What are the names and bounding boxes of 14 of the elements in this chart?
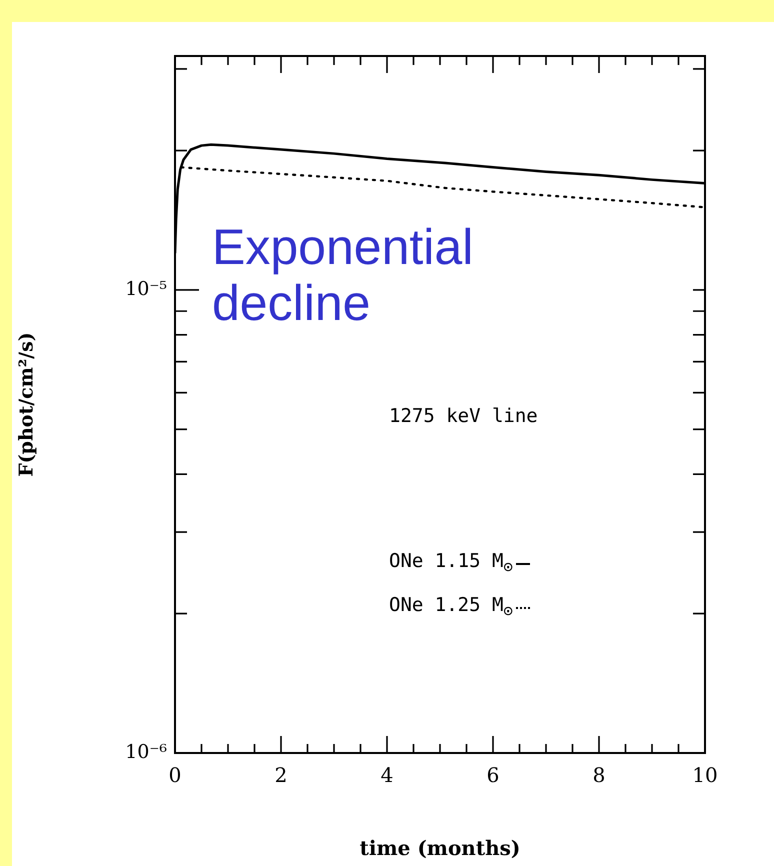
y-tick-label: 10⁻⁶ xyxy=(125,740,168,763)
x-tick-label: 0 xyxy=(168,763,182,788)
x-tick-label: 2 xyxy=(274,763,288,788)
x-tick-label: 10 xyxy=(692,763,718,788)
y-axis-title: F(phot/cm²/s) xyxy=(15,332,38,477)
x-tick-label: 6 xyxy=(486,763,500,788)
annotation: Exponential decline xyxy=(212,219,474,331)
x-tick-label: 8 xyxy=(592,763,606,788)
legend-label: ONe 1.25 M$_{⊙}$ xyxy=(389,592,513,622)
x-axis-title: time (months) xyxy=(360,836,520,860)
annotation: 1275 keV line xyxy=(389,405,538,427)
y-tick-label: 10⁻⁵ xyxy=(125,278,167,300)
legend-label: ONe 1.15 M$_{⊙}$ xyxy=(389,549,513,578)
x-tick-label: 4 xyxy=(380,763,394,788)
